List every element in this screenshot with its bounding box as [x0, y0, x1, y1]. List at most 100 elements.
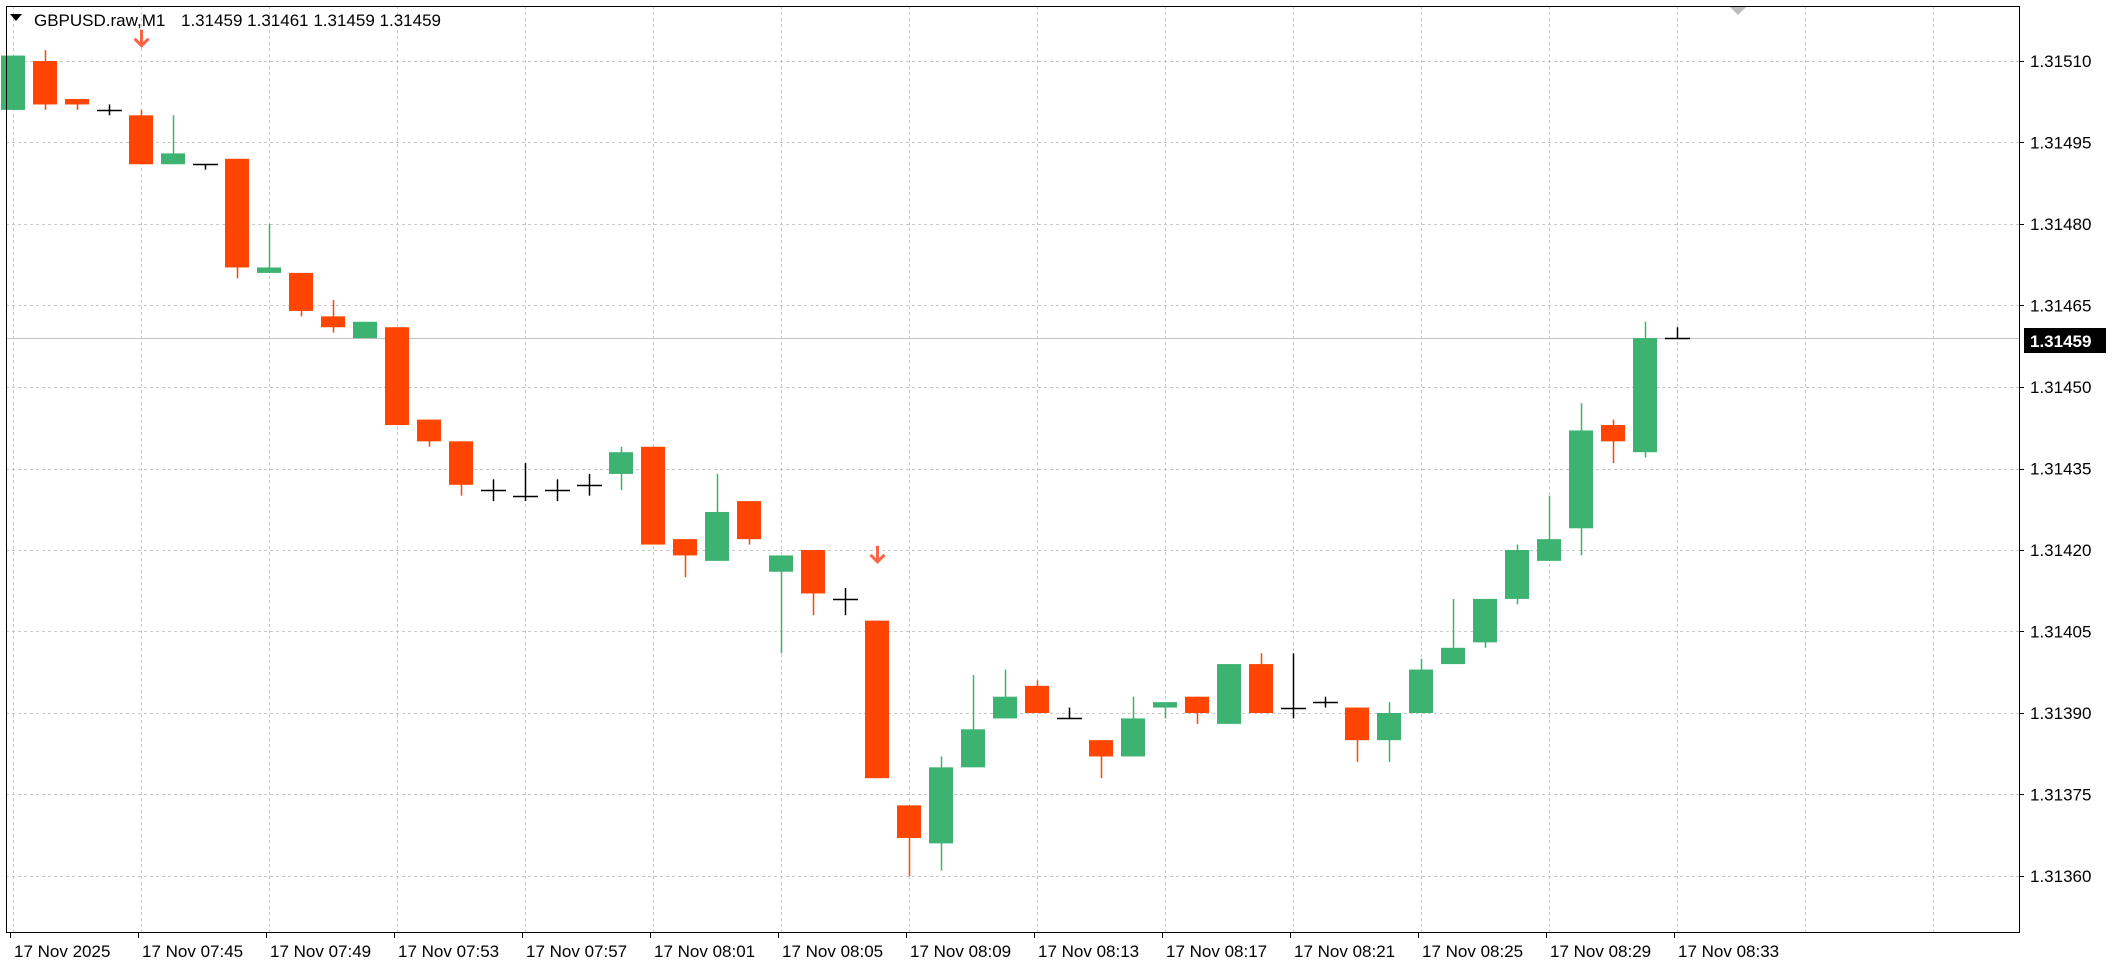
candle-body — [897, 805, 921, 838]
candle-body — [385, 327, 409, 426]
price-axis-label: 1.31405 — [2030, 623, 2091, 642]
candle — [1601, 419, 1625, 464]
price-axis-label: 1.31480 — [2030, 215, 2091, 234]
candle-body — [1217, 664, 1241, 724]
candle — [513, 463, 538, 502]
candle-body — [1473, 598, 1497, 643]
candle-body — [769, 555, 793, 572]
time-axis-label: 17 Nov 08:17 — [1166, 942, 1267, 961]
candle — [801, 550, 825, 616]
candle-body — [257, 267, 281, 273]
arrow-head — [133, 37, 150, 48]
chart-shift-marker-icon[interactable] — [1730, 7, 1746, 15]
candle — [929, 756, 953, 871]
candle-body — [705, 511, 729, 561]
candle-body — [929, 767, 953, 844]
candle-body — [609, 452, 633, 474]
candle — [1473, 598, 1497, 648]
candle — [993, 669, 1017, 719]
time-axis-label: 17 Nov 08:25 — [1422, 942, 1523, 961]
price-axis-label: 1.31495 — [2030, 134, 2091, 153]
price-axis-label: 1.31510 — [2030, 52, 2091, 71]
time-axis-label: 17 Nov 07:49 — [270, 942, 371, 961]
time-axis-label: 17 Nov 08:13 — [1038, 942, 1139, 961]
collapse-triangle-icon[interactable] — [10, 14, 22, 21]
candle — [577, 473, 602, 496]
price-axis-label: 1.31360 — [2030, 867, 2091, 886]
candle — [1345, 707, 1369, 762]
time-axis-label: 17 Nov 08:01 — [654, 942, 755, 961]
candle — [705, 473, 729, 561]
candle-body — [1569, 430, 1593, 529]
candle-body — [321, 316, 345, 328]
arrow-head — [869, 553, 886, 564]
price-axis-label: 1.31390 — [2030, 704, 2091, 723]
time-axis-label: 17 Nov 07:45 — [142, 942, 243, 961]
candle-body — [129, 115, 153, 165]
candle — [641, 446, 665, 545]
candle-body — [641, 446, 665, 545]
candle — [449, 441, 473, 496]
price-axis[interactable]: 1.31510 1.31495 1.31480 1.31465 1.31450 1.314… — [2019, 52, 2091, 886]
symbol-label: GBPUSD.raw,M1 — [34, 11, 165, 30]
grid — [6, 6, 2019, 932]
candle — [1217, 664, 1241, 724]
candle-body — [1153, 702, 1177, 708]
candle — [353, 321, 377, 339]
candle — [961, 674, 985, 768]
candles — [1, 50, 1690, 876]
candle-body — [65, 99, 89, 105]
candle — [1121, 696, 1145, 757]
time-axis-label: 17 Nov 2025 — [14, 942, 110, 961]
candle — [673, 539, 697, 578]
candle — [865, 620, 889, 779]
candle — [257, 224, 281, 273]
candle — [385, 327, 409, 426]
candle-body — [865, 620, 889, 779]
candle — [737, 501, 761, 545]
candle — [417, 419, 441, 447]
time-axis-label: 17 Nov 08:33 — [1678, 942, 1779, 961]
candle — [1633, 321, 1657, 458]
candle-body — [1121, 718, 1145, 757]
candle — [1441, 598, 1465, 665]
candle-body — [1377, 713, 1401, 741]
candle-body — [1345, 707, 1369, 741]
candle — [609, 446, 633, 491]
candle — [1505, 544, 1529, 605]
candle — [321, 300, 345, 333]
price-axis-label: 1.31435 — [2030, 460, 2091, 479]
candle — [289, 272, 313, 317]
candle-body — [1249, 664, 1273, 713]
time-axis-label: 17 Nov 07:57 — [526, 942, 627, 961]
candle — [1313, 696, 1338, 708]
candle-body — [737, 501, 761, 540]
candle-body — [1537, 539, 1561, 561]
candle — [1, 55, 25, 110]
candle-body — [801, 550, 825, 594]
candle-body — [1601, 425, 1625, 442]
candle-body — [961, 729, 985, 768]
candle-body — [1089, 740, 1113, 757]
candle-body — [1, 55, 25, 110]
candle — [1089, 740, 1113, 779]
candle — [1025, 680, 1049, 713]
time-axis[interactable]: 17 Nov 2025 17 Nov 07:45 17 Nov 07:49 17 No… — [10, 932, 1780, 961]
candle-body — [417, 419, 441, 442]
candle-body — [1025, 685, 1049, 713]
candle-body — [33, 61, 57, 105]
current-price-tag: 1.31459 — [2024, 328, 2106, 353]
candle-body — [289, 272, 313, 311]
ohlc-label: 1.31459 1.31461 1.31459 1.31459 — [181, 11, 441, 30]
candle-body — [225, 158, 249, 268]
candle-body — [449, 441, 473, 485]
candle — [225, 158, 249, 279]
candle-body — [993, 696, 1017, 719]
arrow-down-icon — [133, 29, 150, 48]
current-price-label: 1.31459 — [2030, 332, 2091, 351]
candle — [1377, 702, 1401, 762]
price-axis-label: 1.31450 — [2030, 378, 2091, 397]
candle — [97, 104, 122, 116]
